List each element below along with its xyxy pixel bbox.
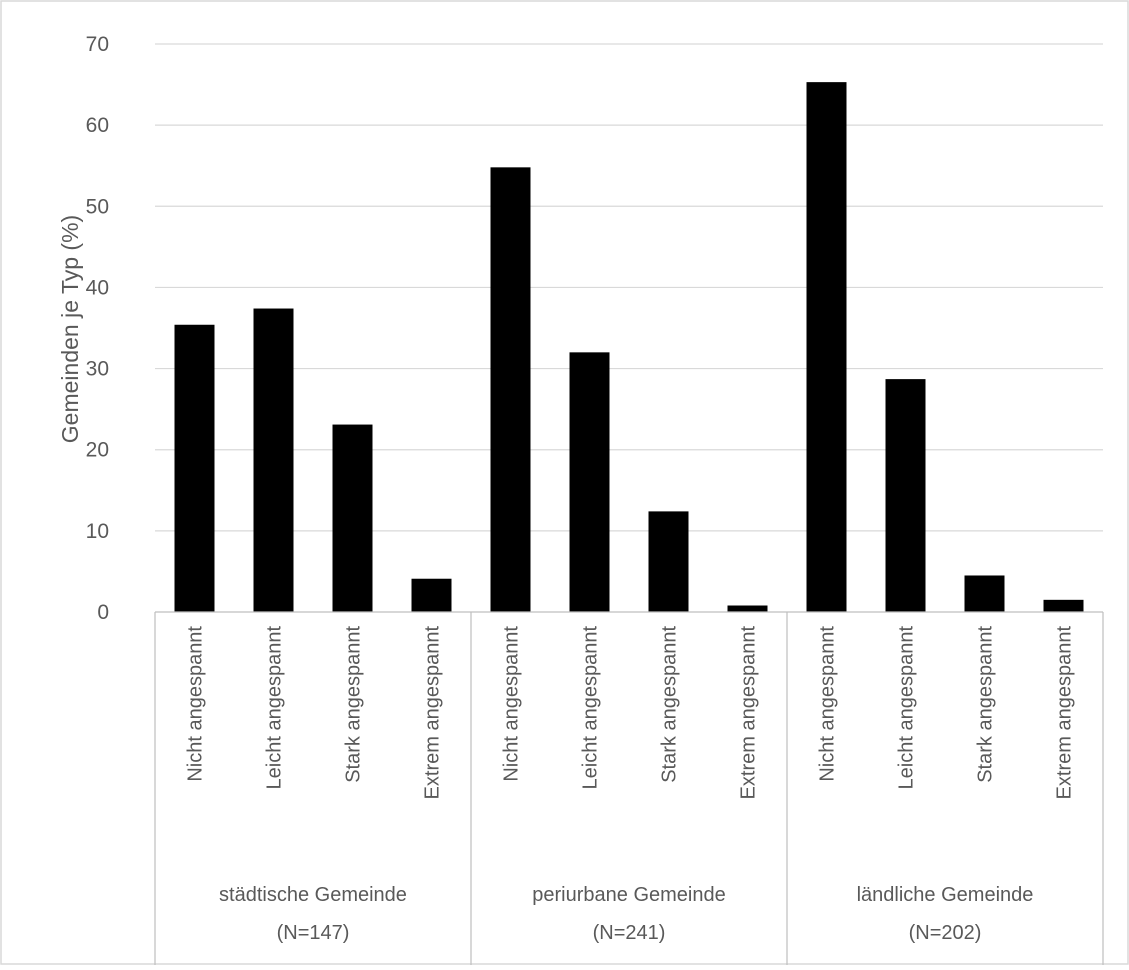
group-name-label: ländliche Gemeinde [857,884,1034,906]
group-n-label: (N=241) [593,922,666,944]
group-n-label: (N=147) [277,922,350,944]
category-label: Extrem angespannt [1054,626,1076,800]
y-tick-label: 20 [86,439,109,462]
bar [332,424,373,612]
bar [964,575,1005,612]
y-tick-label: 70 [86,33,109,56]
category-label: Leicht angespannt [580,626,602,790]
bar [885,379,926,612]
category-label: Nicht angespannt [817,626,839,782]
group-name-label: periurbane Gemeinde [532,884,725,906]
bar [1043,599,1084,612]
category-label: Stark angespannt [659,626,681,783]
category-label: Stark angespannt [343,626,365,783]
y-tick-label: 0 [97,601,109,624]
y-tick-label: 10 [86,520,109,543]
bar [648,511,689,612]
bars [174,82,1084,612]
group-name-label: städtische Gemeinde [219,884,407,906]
category-label: Leicht angespannt [896,626,918,790]
category-label: Extrem angespannt [738,626,760,800]
category-label: Nicht angespannt [185,626,207,782]
bar [253,308,294,612]
x-axis [154,611,1104,965]
y-axis-label: Gemeinden je Typ (%) [57,215,83,443]
y-tick-label: 50 [86,195,109,218]
category-label: Extrem angespannt [422,626,444,800]
y-tick-label: 30 [86,358,109,381]
category-label: Stark angespannt [975,626,997,783]
category-label: Leicht angespannt [264,626,286,790]
bar [174,324,215,612]
group-labels: städtische Gemeinde (N=147) periurbane Gem… [219,884,1033,944]
bar [490,167,531,612]
category-label: Nicht angespannt [501,626,523,782]
y-tick-label: 40 [86,276,109,299]
y-axis-ticks: 0 10 20 30 40 50 60 70 [86,33,109,624]
bar [411,578,452,612]
category-labels: Nicht angespannt Leicht angespannt Stark a… [185,626,1076,800]
y-tick-label: 60 [86,114,109,137]
gridlines [155,43,1103,532]
bar [727,605,768,612]
bar [569,352,610,612]
group-n-label: (N=202) [909,922,982,944]
bar [806,82,847,612]
